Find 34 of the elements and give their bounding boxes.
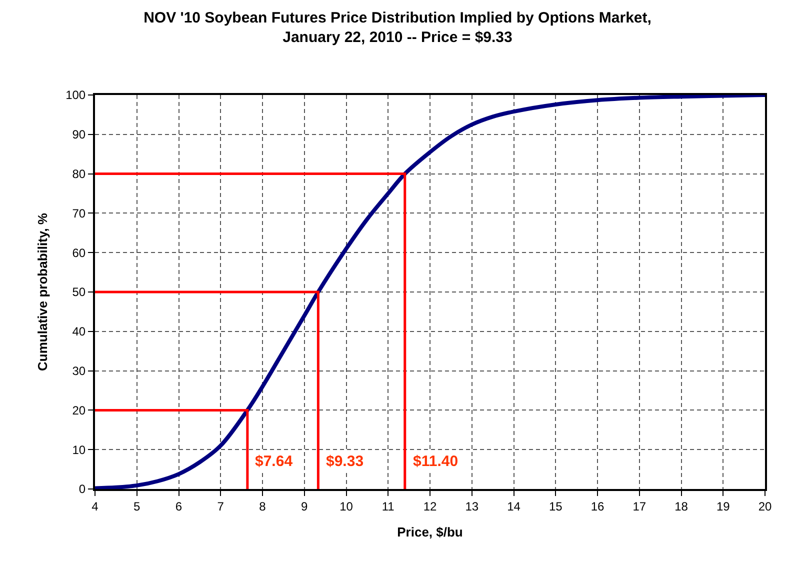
x-tick-label: 7 (217, 499, 224, 514)
y-tick-label: 10 (72, 442, 86, 457)
y-tick-label: 30 (72, 364, 86, 378)
chart-title: NOV '10 Soybean Futures Price Distribution Implied by Options Market, January 22, 2010 -- Price = $9.33 (144, 10, 652, 46)
x-tick-label: 10 (340, 499, 354, 514)
y-tick-label: 50 (72, 285, 86, 300)
x-tick-label: 20 (758, 499, 772, 514)
x-tick-label: 6 (175, 499, 182, 514)
annotation: $9.33 (326, 453, 364, 470)
y-tick-label: 80 (72, 167, 86, 181)
x-tick-label: 17 (632, 499, 646, 514)
x-tick-label: 8 (259, 499, 266, 514)
x-tick-label: 5 (134, 499, 141, 514)
y-axis-title: Cumulative probability, % (35, 212, 50, 371)
x-tick-label: 16 (590, 499, 604, 514)
x-axis-title: Price, $/bu (397, 524, 463, 540)
x-tick-label: 15 (548, 499, 563, 514)
x-tick-label: 9 (301, 499, 308, 514)
y-tick-label: 100 (66, 88, 86, 102)
x-tick-label: 13 (465, 499, 479, 514)
y-tick-label: 20 (72, 403, 86, 418)
x-tick-label: 18 (674, 499, 688, 514)
y-tick-label: 90 (72, 128, 86, 142)
y-tick-label: 70 (72, 206, 86, 220)
x-tick-label: 11 (382, 499, 395, 514)
annotation: $11.40 (413, 453, 458, 470)
x-tick-label: 14 (507, 499, 521, 514)
x-tick-label: 19 (716, 499, 730, 514)
y-tick-label: 40 (72, 324, 86, 339)
x-tick-label: 12 (423, 499, 437, 514)
x-tick-label: 4 (92, 499, 99, 514)
y-tick-label: 0 (78, 482, 86, 496)
annotation: $7.64 (255, 453, 294, 470)
y-tick-label: 60 (72, 246, 86, 260)
